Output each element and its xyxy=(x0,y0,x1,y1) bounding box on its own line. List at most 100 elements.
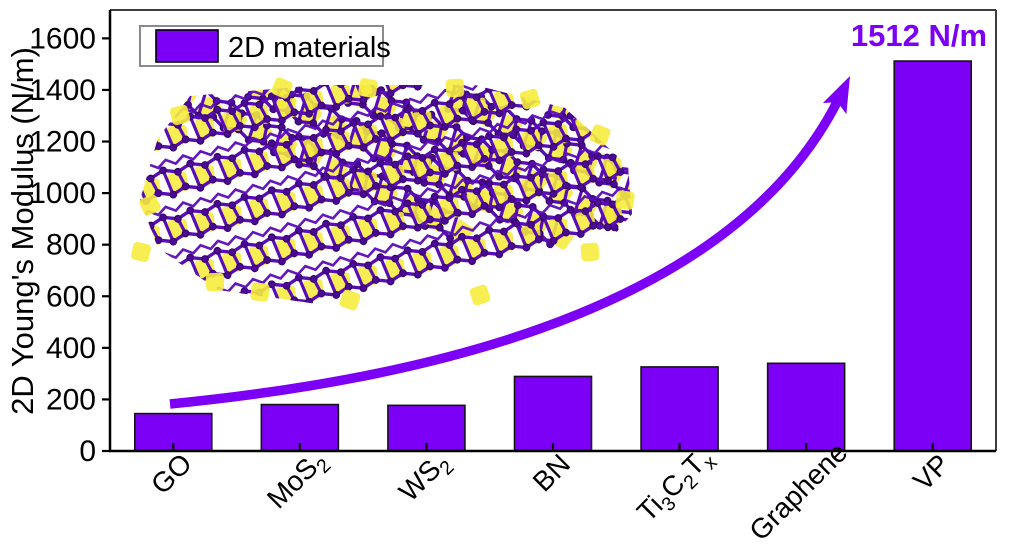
atom xyxy=(426,121,435,130)
legend-swatch xyxy=(155,29,219,63)
chain-rung xyxy=(569,85,583,94)
polyhedron xyxy=(629,57,650,78)
atom xyxy=(267,139,276,148)
atom xyxy=(549,142,558,151)
chain-rung xyxy=(622,126,632,153)
chain-rung xyxy=(351,216,365,242)
atom xyxy=(332,197,341,205)
atom xyxy=(132,220,140,228)
atom xyxy=(209,316,217,324)
polyhedron xyxy=(657,144,678,165)
atom xyxy=(537,127,546,136)
atom xyxy=(250,123,259,132)
atom xyxy=(452,123,461,131)
atom xyxy=(554,26,562,34)
atom xyxy=(507,242,516,250)
chain-rung xyxy=(433,195,447,222)
polyhedron xyxy=(250,282,270,302)
atom xyxy=(236,262,244,271)
atom xyxy=(652,134,661,143)
chain-rung xyxy=(635,137,646,153)
atom xyxy=(685,217,694,226)
atom xyxy=(115,204,123,212)
atom xyxy=(631,169,632,178)
y-tick-label: 0 xyxy=(79,435,96,468)
atom xyxy=(377,129,386,138)
atom xyxy=(418,247,427,256)
atom xyxy=(795,233,804,242)
atom xyxy=(643,208,651,216)
chain-rung xyxy=(433,242,447,269)
atom xyxy=(549,236,558,245)
atom xyxy=(445,100,454,108)
atom xyxy=(472,234,481,243)
atom xyxy=(581,207,590,216)
atom xyxy=(639,219,648,228)
atom xyxy=(562,134,570,143)
atom xyxy=(631,122,632,131)
atom xyxy=(636,147,644,155)
atom xyxy=(484,162,493,170)
atom xyxy=(236,215,244,224)
polyhedron xyxy=(723,181,749,207)
atom xyxy=(174,309,182,317)
chain-rung xyxy=(489,41,499,67)
atom xyxy=(159,213,167,222)
atom xyxy=(132,126,140,134)
atom xyxy=(480,201,489,210)
y-tick-label: 600 xyxy=(46,280,96,313)
atom xyxy=(512,219,521,228)
atom xyxy=(278,257,286,266)
atom xyxy=(513,158,522,167)
chain-rung xyxy=(710,174,721,190)
atom xyxy=(359,190,368,199)
atom xyxy=(659,161,668,170)
chain-rung xyxy=(243,102,257,128)
chain-rung xyxy=(569,162,583,188)
atom xyxy=(177,74,186,83)
chain-rung xyxy=(450,56,458,72)
atom xyxy=(119,181,127,189)
atom xyxy=(147,315,155,323)
atom xyxy=(512,172,521,181)
atom xyxy=(495,250,504,259)
atom xyxy=(196,230,205,239)
atom xyxy=(399,85,407,90)
atom xyxy=(581,66,589,74)
atom xyxy=(581,113,590,122)
atom xyxy=(473,46,481,54)
atom xyxy=(581,19,589,27)
atom xyxy=(255,241,264,250)
atom xyxy=(612,121,621,129)
atom xyxy=(738,182,747,191)
atom xyxy=(228,107,237,116)
atom xyxy=(472,140,481,149)
polyhedron xyxy=(615,190,635,210)
polyhedron xyxy=(469,284,491,306)
chain-rung xyxy=(149,271,160,288)
atom xyxy=(403,152,412,161)
atom xyxy=(344,188,353,197)
atom xyxy=(594,11,602,19)
chain-rung xyxy=(771,200,786,225)
atom xyxy=(332,103,341,111)
atom xyxy=(663,188,672,197)
atom xyxy=(485,38,493,46)
chain-rung xyxy=(324,85,338,108)
atom xyxy=(522,196,531,205)
atom xyxy=(499,133,508,142)
bar-6 xyxy=(893,60,973,452)
atom xyxy=(507,195,516,203)
polyhedron xyxy=(445,78,465,98)
atom xyxy=(115,298,123,306)
atom xyxy=(472,93,481,102)
chain-rung xyxy=(215,109,230,135)
atom xyxy=(127,290,135,298)
polyhedron xyxy=(629,104,632,125)
atom xyxy=(305,203,313,212)
atom xyxy=(753,184,762,193)
x-tick-label: GO xyxy=(145,447,198,500)
atom xyxy=(201,255,209,263)
atom xyxy=(399,175,407,184)
atom xyxy=(445,147,454,155)
